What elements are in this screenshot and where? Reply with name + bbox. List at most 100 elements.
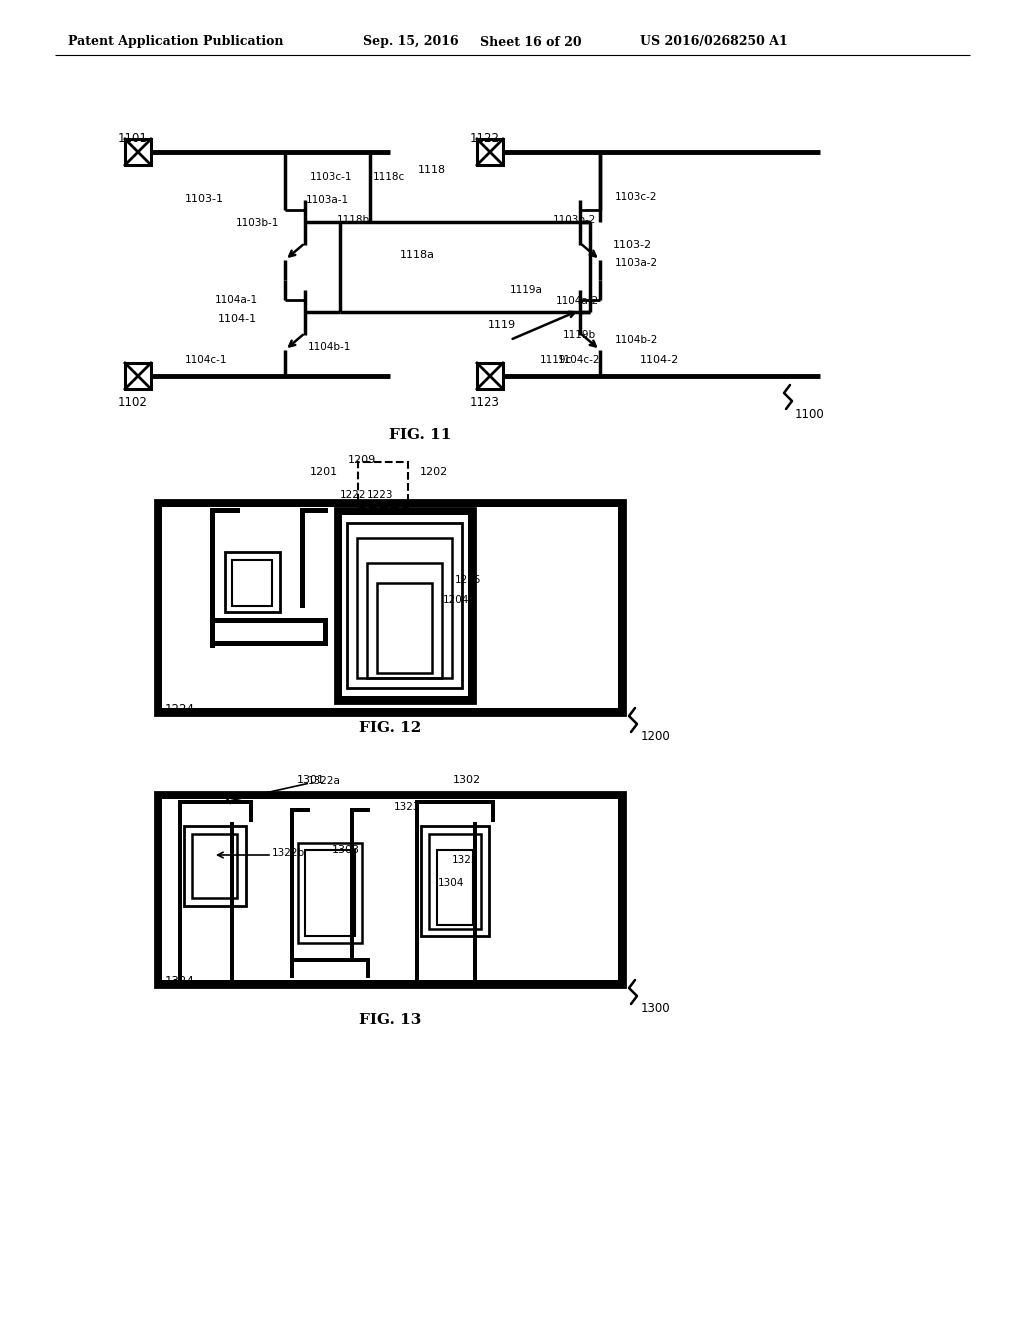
Bar: [210, 618, 328, 645]
Text: 1322b: 1322b: [272, 847, 305, 858]
Bar: [300, 508, 328, 609]
Bar: [335, 508, 475, 704]
Bar: [155, 792, 625, 987]
Text: 1123: 1123: [470, 396, 500, 409]
Text: 1103b-2: 1103b-2: [553, 215, 596, 224]
Text: 1325: 1325: [452, 855, 478, 865]
Text: 1118a: 1118a: [400, 249, 435, 260]
Bar: [232, 560, 272, 606]
Text: 1118: 1118: [418, 165, 446, 176]
Text: 1222: 1222: [340, 490, 367, 500]
Text: US 2016/0268250 A1: US 2016/0268250 A1: [640, 36, 787, 49]
Bar: [155, 500, 625, 715]
Bar: [415, 800, 495, 822]
Bar: [294, 962, 366, 978]
Text: 1324: 1324: [165, 975, 195, 987]
Text: 1100: 1100: [795, 408, 824, 421]
Text: 1204: 1204: [443, 595, 469, 605]
Bar: [477, 363, 503, 389]
Text: 1119b: 1119b: [563, 330, 596, 341]
Bar: [182, 804, 249, 822]
Text: Patent Application Publication: Patent Application Publication: [68, 36, 284, 49]
Text: 1323: 1323: [394, 803, 421, 812]
Bar: [215, 513, 240, 648]
Text: 1203: 1203: [367, 502, 393, 512]
Bar: [342, 515, 468, 696]
Bar: [210, 508, 240, 648]
Bar: [162, 799, 618, 979]
Text: 1302: 1302: [453, 775, 481, 785]
Bar: [421, 826, 489, 936]
Text: 1303: 1303: [332, 845, 360, 855]
Text: 1118b: 1118b: [337, 215, 370, 224]
Bar: [162, 507, 618, 708]
Text: 1200: 1200: [641, 730, 671, 743]
Bar: [305, 513, 328, 609]
Text: 1304: 1304: [438, 878, 464, 888]
Bar: [350, 808, 370, 978]
Text: 1104a-2: 1104a-2: [556, 296, 599, 306]
Bar: [225, 552, 280, 612]
Text: 1223: 1223: [367, 490, 393, 500]
Text: 1119c: 1119c: [540, 355, 572, 366]
Bar: [182, 804, 200, 979]
Text: 1209: 1209: [348, 455, 376, 465]
Text: 1103-2: 1103-2: [613, 240, 652, 249]
Bar: [125, 363, 151, 389]
Text: 1119: 1119: [488, 319, 516, 330]
Text: 1104c-2: 1104c-2: [558, 355, 600, 366]
Text: 1224: 1224: [165, 704, 195, 715]
Bar: [367, 564, 442, 678]
Bar: [347, 523, 462, 688]
Bar: [419, 804, 437, 979]
Text: 1103c-1: 1103c-1: [310, 172, 352, 182]
Bar: [415, 800, 437, 979]
Bar: [419, 804, 490, 822]
Bar: [477, 804, 495, 979]
Bar: [294, 812, 310, 978]
Bar: [234, 804, 252, 979]
Text: 1201: 1201: [310, 467, 338, 477]
Text: 1104-1: 1104-1: [218, 314, 257, 323]
Text: 1102: 1102: [118, 396, 147, 409]
Text: 1202: 1202: [420, 467, 449, 477]
Text: Sep. 15, 2016: Sep. 15, 2016: [362, 36, 459, 49]
Text: 1122: 1122: [470, 132, 500, 145]
Text: 1104b-2: 1104b-2: [615, 335, 658, 345]
Text: 1301: 1301: [297, 775, 325, 785]
Text: 1322a: 1322a: [308, 776, 341, 785]
Bar: [178, 800, 200, 979]
Bar: [215, 623, 323, 642]
Text: 1103b-1: 1103b-1: [236, 218, 280, 228]
Bar: [155, 500, 625, 715]
Bar: [335, 508, 475, 704]
Text: FIG. 11: FIG. 11: [389, 428, 452, 442]
Text: FIG. 12: FIG. 12: [358, 721, 421, 735]
Text: 1119a: 1119a: [510, 285, 543, 294]
Text: Sheet 16 of 20: Sheet 16 of 20: [480, 36, 582, 49]
Text: 1104b-1: 1104b-1: [308, 342, 351, 352]
Bar: [357, 539, 452, 678]
Bar: [155, 792, 625, 987]
Bar: [193, 834, 237, 898]
Bar: [298, 843, 362, 942]
Bar: [473, 800, 495, 979]
Text: 1103c-2: 1103c-2: [615, 191, 657, 202]
Bar: [305, 850, 355, 936]
Text: 1103a-2: 1103a-2: [615, 257, 658, 268]
Bar: [477, 139, 503, 165]
Bar: [184, 826, 246, 906]
Bar: [354, 812, 370, 978]
Text: 1104-2: 1104-2: [640, 355, 679, 366]
Text: 1103a-1: 1103a-1: [306, 195, 349, 205]
Bar: [290, 808, 310, 978]
Text: 1118c: 1118c: [373, 172, 406, 182]
Text: 1101: 1101: [118, 132, 147, 145]
Text: 1104a-1: 1104a-1: [215, 294, 258, 305]
Text: FIG. 13: FIG. 13: [358, 1012, 421, 1027]
Bar: [290, 958, 370, 978]
Bar: [125, 139, 151, 165]
Text: 1103-1: 1103-1: [185, 194, 224, 205]
Bar: [230, 800, 252, 979]
Text: 1225: 1225: [455, 576, 481, 585]
